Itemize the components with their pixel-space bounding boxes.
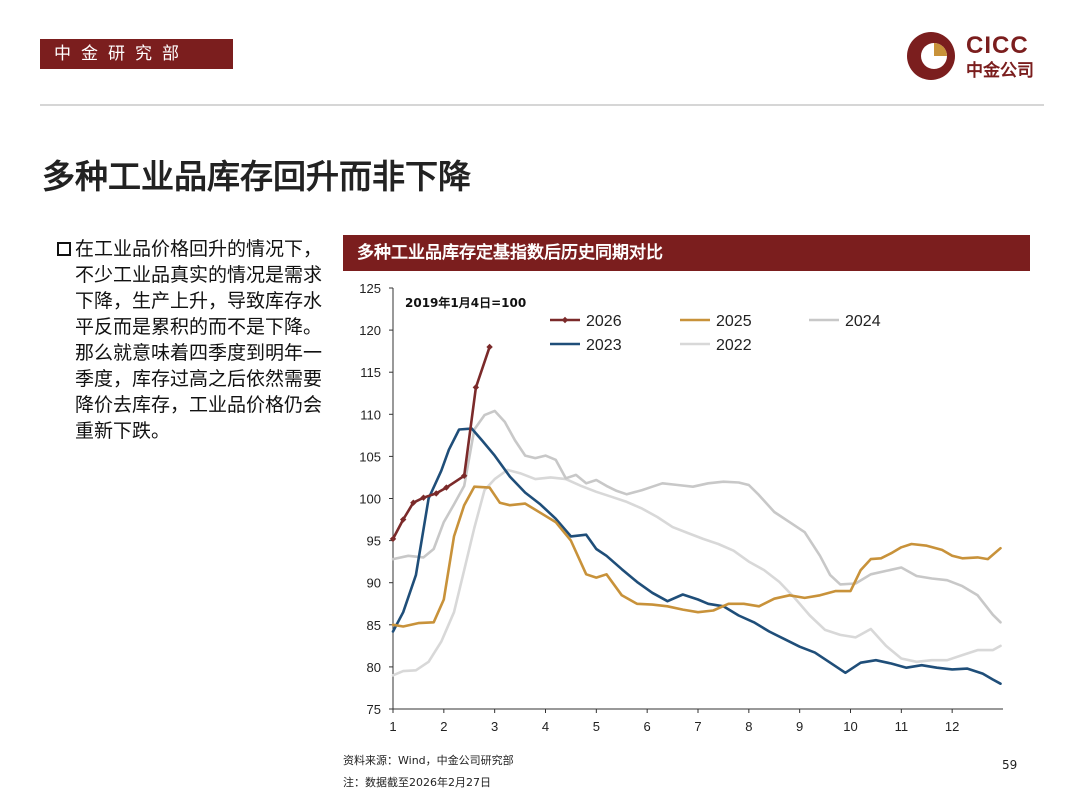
- logo-mark-icon: [907, 32, 955, 80]
- x-tick-label: 3: [491, 719, 498, 734]
- x-tick-label: 11: [895, 719, 909, 734]
- legend-label-2024: 2024: [845, 313, 881, 330]
- cicc-logo: CICC 中金公司: [904, 28, 1054, 84]
- series-line-2026: [391, 345, 491, 541]
- x-tick-label: 5: [593, 719, 600, 734]
- bullet-text: 在工业品价格回升的情况下，不少工业品真实的情况是需求下降，生产上升，导致库存水平…: [75, 238, 323, 442]
- series-line-2025: [391, 485, 1002, 628]
- logo-text-cn: 中金公司: [966, 61, 1034, 81]
- x-tick-label: 6: [644, 719, 651, 734]
- legend-label-2023: 2023: [586, 337, 622, 354]
- series-line-2022: [391, 468, 1002, 677]
- page-title: 多种工业品库存回升而非下降: [42, 157, 471, 196]
- data-point-2026: [486, 343, 493, 351]
- y-tick-label: 100: [359, 492, 381, 507]
- x-tick-label: 7: [694, 719, 701, 734]
- x-tick-label: 1: [389, 719, 396, 734]
- y-tick-label: 75: [367, 702, 381, 717]
- data-point-2026: [472, 384, 480, 391]
- x-tick-label: 12: [945, 719, 959, 734]
- x-tick-label: 9: [796, 719, 803, 734]
- x-tick-label: 8: [745, 719, 752, 734]
- legend-label-2025: 2025: [716, 313, 752, 330]
- x-tick-label: 10: [843, 719, 857, 734]
- bullet-point: 在工业品价格回升的情况下，不少工业品真实的情况是需求下降，生产上升，导致库存水平…: [57, 236, 329, 444]
- base-date-annotation: 2019年1月4日=100: [405, 295, 526, 310]
- page-number: 59: [1002, 758, 1018, 772]
- y-tick-label: 110: [360, 407, 381, 422]
- series-line-2024: [391, 409, 1002, 624]
- y-tick-label: 125: [359, 281, 381, 296]
- legend-label-2022: 2022: [716, 337, 752, 354]
- y-tick-label: 85: [367, 618, 381, 633]
- y-tick-label: 95: [367, 534, 381, 549]
- data-point-2026: [460, 472, 468, 479]
- x-tick-label: 2: [440, 719, 447, 734]
- y-tick-label: 120: [359, 323, 381, 338]
- legend-marker-2026: [561, 316, 569, 324]
- logo-text-en: CICC: [966, 32, 1029, 59]
- y-tick-label: 105: [359, 449, 381, 464]
- y-tick-label: 90: [367, 576, 381, 591]
- data-point-2026: [443, 484, 450, 491]
- data-point-2026: [420, 494, 427, 501]
- bullet-square-icon: [57, 242, 71, 256]
- x-tick-label: 4: [542, 719, 549, 734]
- y-tick-label: 115: [360, 365, 381, 380]
- department-tag: 中金研究部: [40, 39, 233, 69]
- header-divider: [40, 104, 1044, 106]
- data-note: 注：数据截至2026年2月27日: [343, 776, 491, 789]
- source-note: 资料来源：Wind，中金公司研究部: [343, 754, 514, 767]
- chart-header: 多种工业品库存定基指数后历史同期对比: [343, 235, 1030, 271]
- data-point-2026: [433, 490, 440, 497]
- legend-label-2026: 2026: [586, 313, 622, 330]
- y-tick-label: 80: [367, 660, 381, 675]
- data-point-2026: [410, 499, 417, 506]
- series-line-2023: [391, 427, 1002, 686]
- data-point-2026: [389, 535, 397, 543]
